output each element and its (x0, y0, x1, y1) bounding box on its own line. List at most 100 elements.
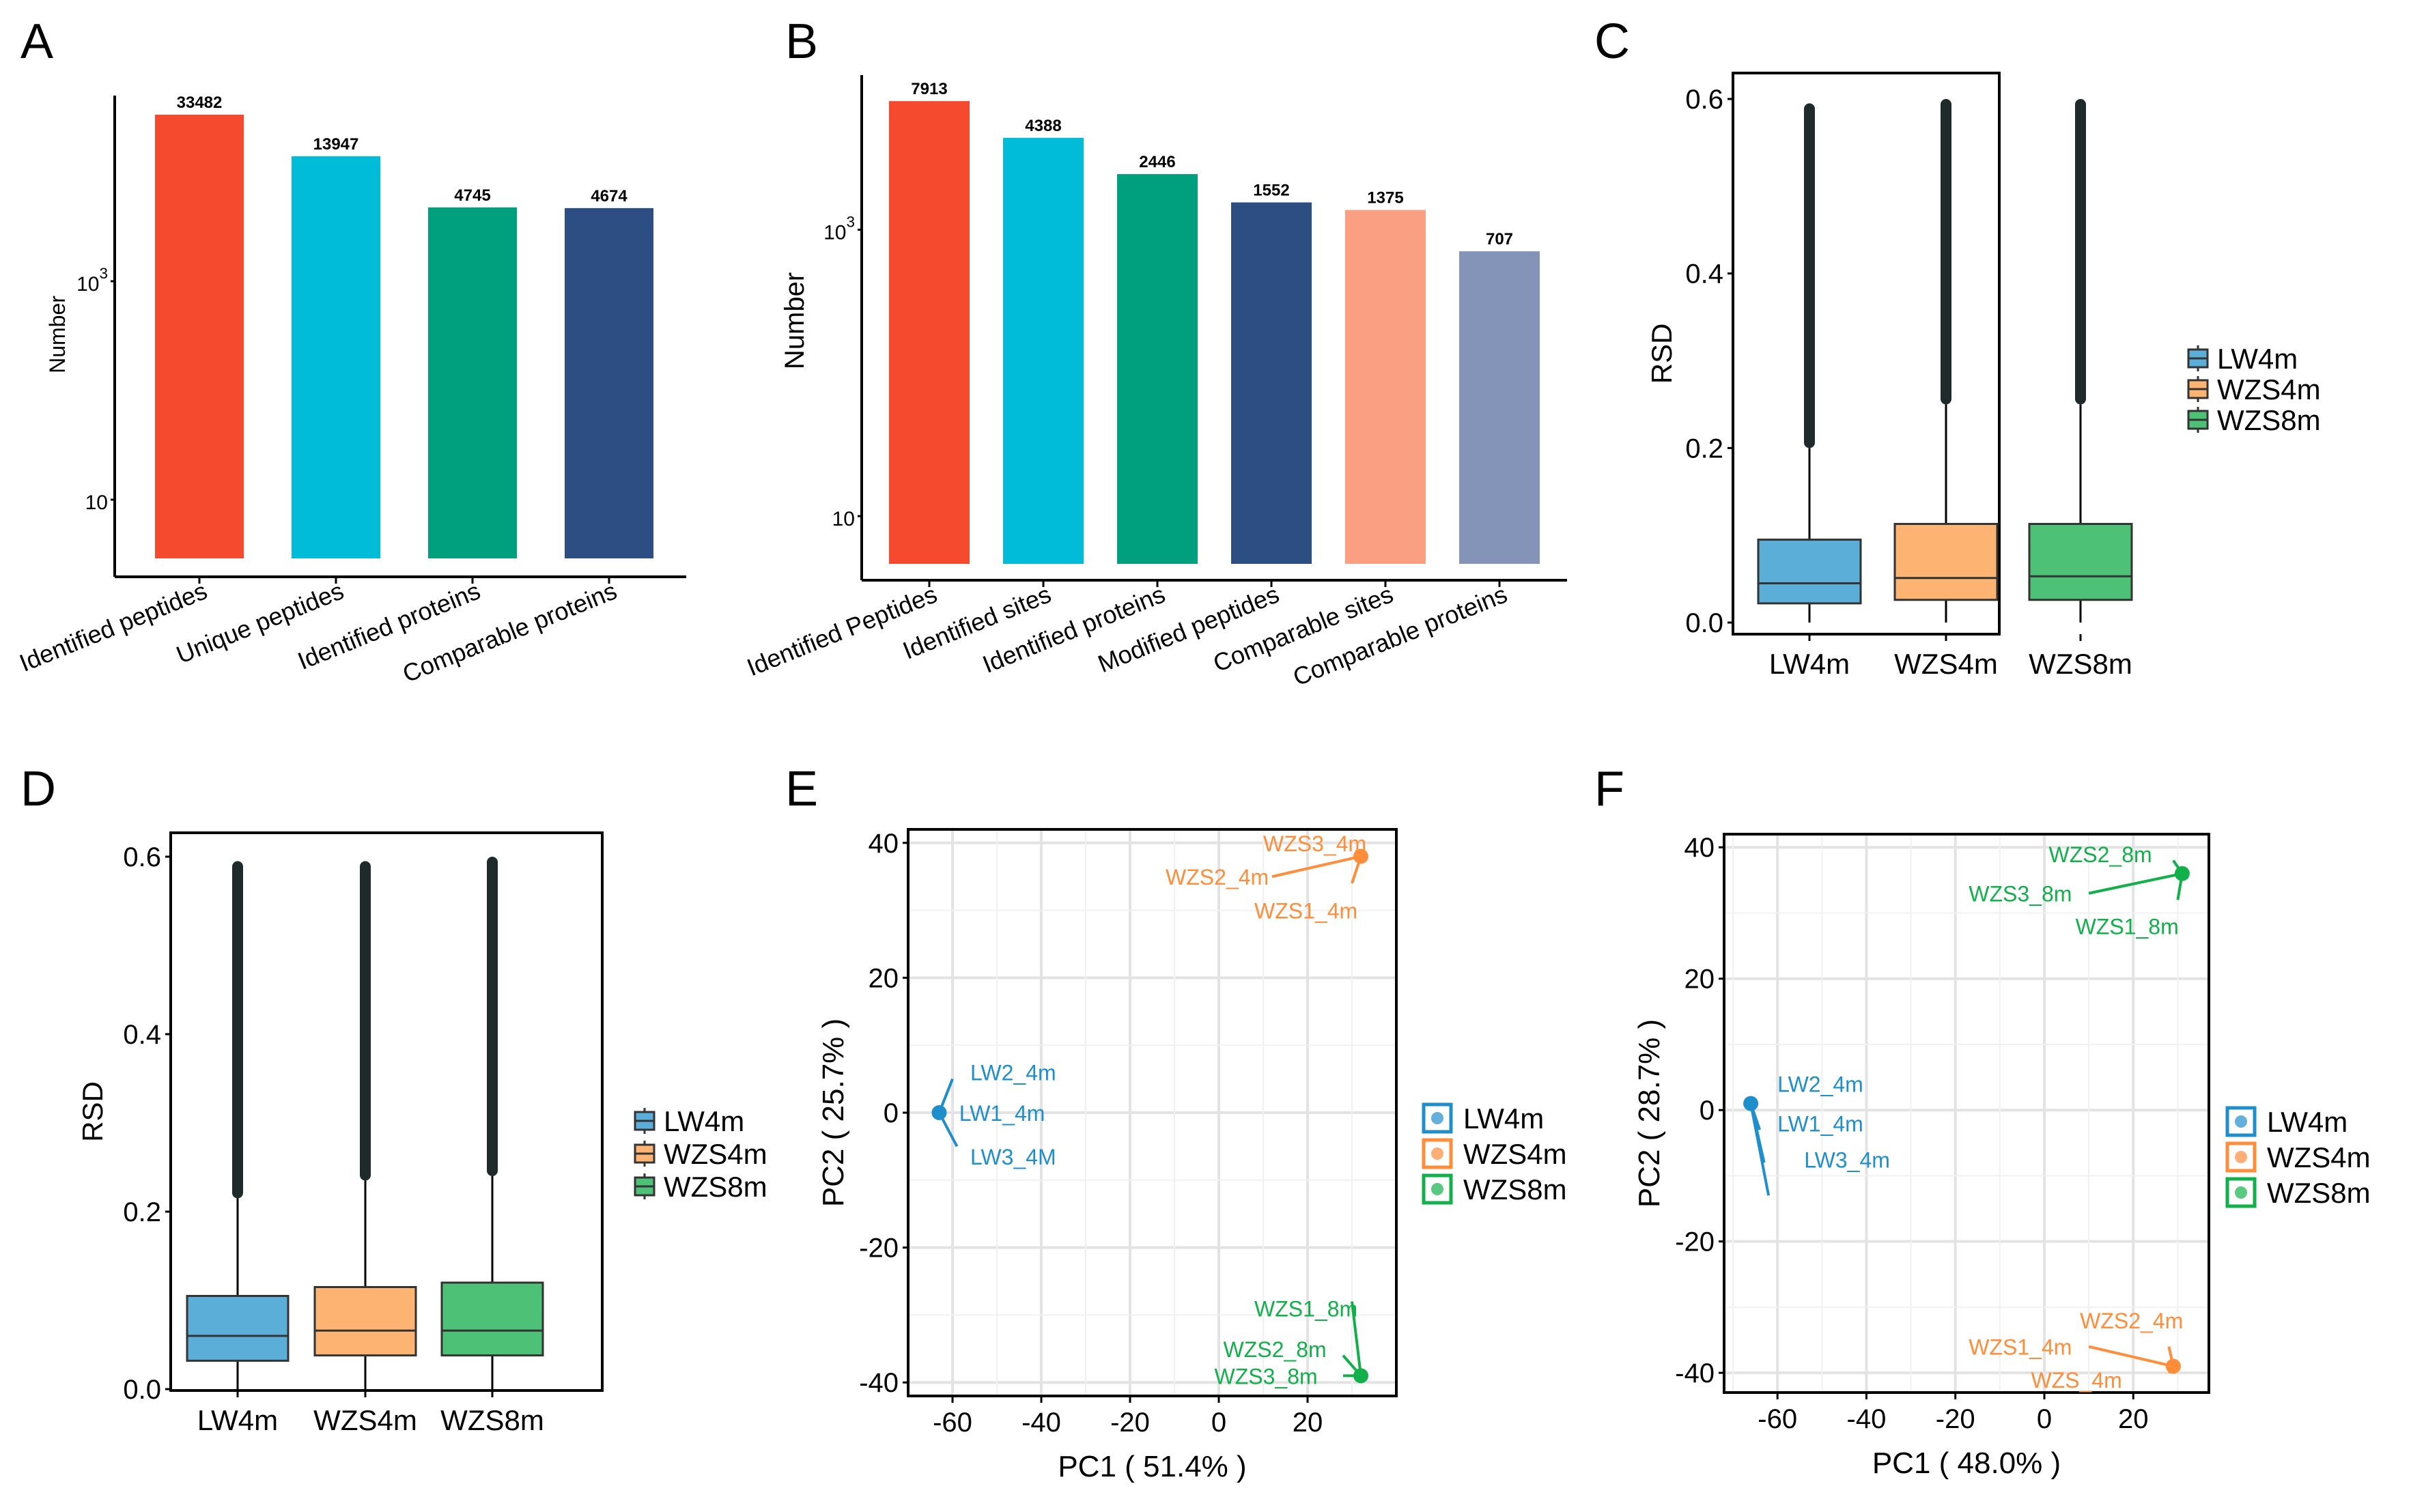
bar-value-label: 4674 (591, 187, 628, 205)
y-tick-label: 10 (832, 508, 855, 530)
bar-comparable-proteins (565, 208, 653, 558)
panel-letter-b: B (785, 14, 818, 69)
spoke-line (1351, 1301, 1362, 1376)
legend-label-lw4m: LW4m (1463, 1102, 1544, 1135)
y-axis-title: Number (780, 272, 810, 369)
legend-label-wzs8m: WZS8m (2217, 404, 2321, 436)
bar-identified-peptides (155, 115, 244, 559)
box-wzs8m (440, 1281, 544, 1357)
box-lw4m (186, 1295, 290, 1362)
bar-modified-peptides (1231, 202, 1312, 564)
plot-frame (169, 831, 604, 1392)
y-tick-label: 10 (85, 491, 108, 514)
point-label: WZS1_8m (2076, 915, 2179, 939)
outlier-points (487, 857, 498, 1176)
x-tick-label: WZS8m (440, 1404, 544, 1436)
x-tick-label: -40 (1021, 1408, 1061, 1438)
spoke-line (2088, 872, 2183, 895)
y-tick-label: 40 (1684, 833, 1715, 863)
x-tick-label: 0 (1211, 1408, 1226, 1438)
y-axis-title: Number (45, 296, 70, 373)
centroid-point-lw4m (1743, 1096, 1759, 1111)
outlier-points (360, 861, 371, 1181)
category-label: Identified Peptides (743, 580, 941, 681)
point-label: WZS2_4m (2080, 1309, 2183, 1333)
legend-dot (2235, 1115, 2247, 1128)
centroid-point-wzs8m (2174, 866, 2190, 881)
legend-dot (1431, 1147, 1443, 1160)
legend-label-wzs8m: WZS8m (664, 1171, 767, 1203)
bar-value-label: 4745 (454, 186, 490, 205)
pca-chart-e: -60 -40 -20 0 20 40 20 0 -20 -40 PC1 ( 51.4% ) PC2 … (817, 828, 1567, 1483)
y-axis-title: PC2 ( 25.7% ) (817, 1018, 850, 1207)
centroid-point-wzs4m (1353, 848, 1368, 864)
x-tick-label: 20 (1293, 1408, 1323, 1438)
legend-key-wzs8m (2225, 1177, 2257, 1208)
legend-label-wzs4m: WZS4m (2267, 1141, 2371, 1173)
y-axis-title: PC2 ( 28.7% ) (1633, 1019, 1666, 1208)
panel-letter-f: F (1594, 762, 1624, 816)
y-tick-label: 0.6 (1685, 85, 1723, 115)
point-label: WZS2_4m (1166, 865, 1269, 889)
y-tick-label: 0.2 (123, 1197, 161, 1227)
point-label: LW1_4m (959, 1101, 1045, 1126)
y-tick-label: 0.4 (123, 1020, 161, 1050)
bar-value-label: 2446 (1139, 153, 1175, 171)
legend-label-lw4m: LW4m (2267, 1106, 2347, 1138)
x-tick-label: -20 (1936, 1404, 1975, 1434)
box-lw4m (1757, 539, 1862, 605)
spoke-line (1749, 1103, 1771, 1196)
point-label: WZS3_8m (1969, 882, 2072, 907)
bar-identified-proteins (428, 207, 517, 558)
y-axis-title: RSD (1646, 324, 1678, 384)
x-axis-title: PC1 ( 51.4% ) (1058, 1450, 1246, 1483)
y-axis-title: RSD (76, 1081, 109, 1142)
y-tick-label: 0.6 (123, 842, 161, 872)
legend-dot (1431, 1183, 1443, 1195)
bar-value-label: 707 (1486, 230, 1513, 248)
x-tick-label: WZS8m (2029, 648, 2132, 680)
x-tick-label: -20 (1110, 1408, 1150, 1438)
bar-value-label: 33482 (177, 94, 223, 112)
legend-label-wzs8m: WZS8m (1463, 1173, 1567, 1206)
outlier-points (1804, 103, 1815, 448)
y-tick-label: 0.0 (123, 1375, 161, 1405)
spoke-line (1271, 855, 1362, 879)
box-wzs8m (2028, 523, 2133, 601)
y-tick-label: 103 (76, 265, 108, 296)
x-tick-label: LW4m (197, 1404, 278, 1436)
y-tick-label: 40 (869, 829, 899, 859)
plot-frame (1732, 72, 2001, 636)
bar-identified-sites (1003, 137, 1084, 565)
bar-value-label: 7913 (911, 80, 947, 98)
y-tick-label: 0 (884, 1098, 899, 1128)
legend-label-wzs4m: WZS4m (2217, 373, 2321, 405)
bar-comparable-proteins (1459, 251, 1540, 564)
point-label: WZS1_8m (1254, 1297, 1357, 1322)
y-tick-label: 103 (823, 214, 855, 244)
x-axis-title: PC1 ( 48.0% ) (1872, 1446, 2061, 1480)
point-label: LW1_4m (1777, 1111, 1863, 1136)
y-tick-label: 0.0 (1685, 608, 1723, 638)
point-label: WZS3_4m (1263, 831, 1366, 856)
point-label: WZS3_8m (1215, 1364, 1318, 1388)
legend-key-wzs8m (1422, 1173, 1453, 1205)
centroid-point-wzs4m (2165, 1358, 2181, 1374)
bar-comparable-sites (1345, 210, 1426, 565)
bar-value-label: 4388 (1025, 117, 1061, 135)
panel-letter-e: E (785, 762, 818, 816)
point-label: LW2_4m (1777, 1072, 1863, 1097)
outlier-points (1941, 99, 1951, 405)
outlier-points (232, 861, 243, 1199)
point-label: LW3_4M (970, 1145, 1056, 1169)
legend-dot (2235, 1151, 2247, 1163)
y-tick-label: -40 (859, 1368, 899, 1398)
bar-identified-proteins (1117, 174, 1198, 564)
centroid-point-lw4m (931, 1105, 947, 1120)
outlier-points (2075, 99, 2086, 405)
x-tick-label: 20 (2118, 1404, 2149, 1434)
